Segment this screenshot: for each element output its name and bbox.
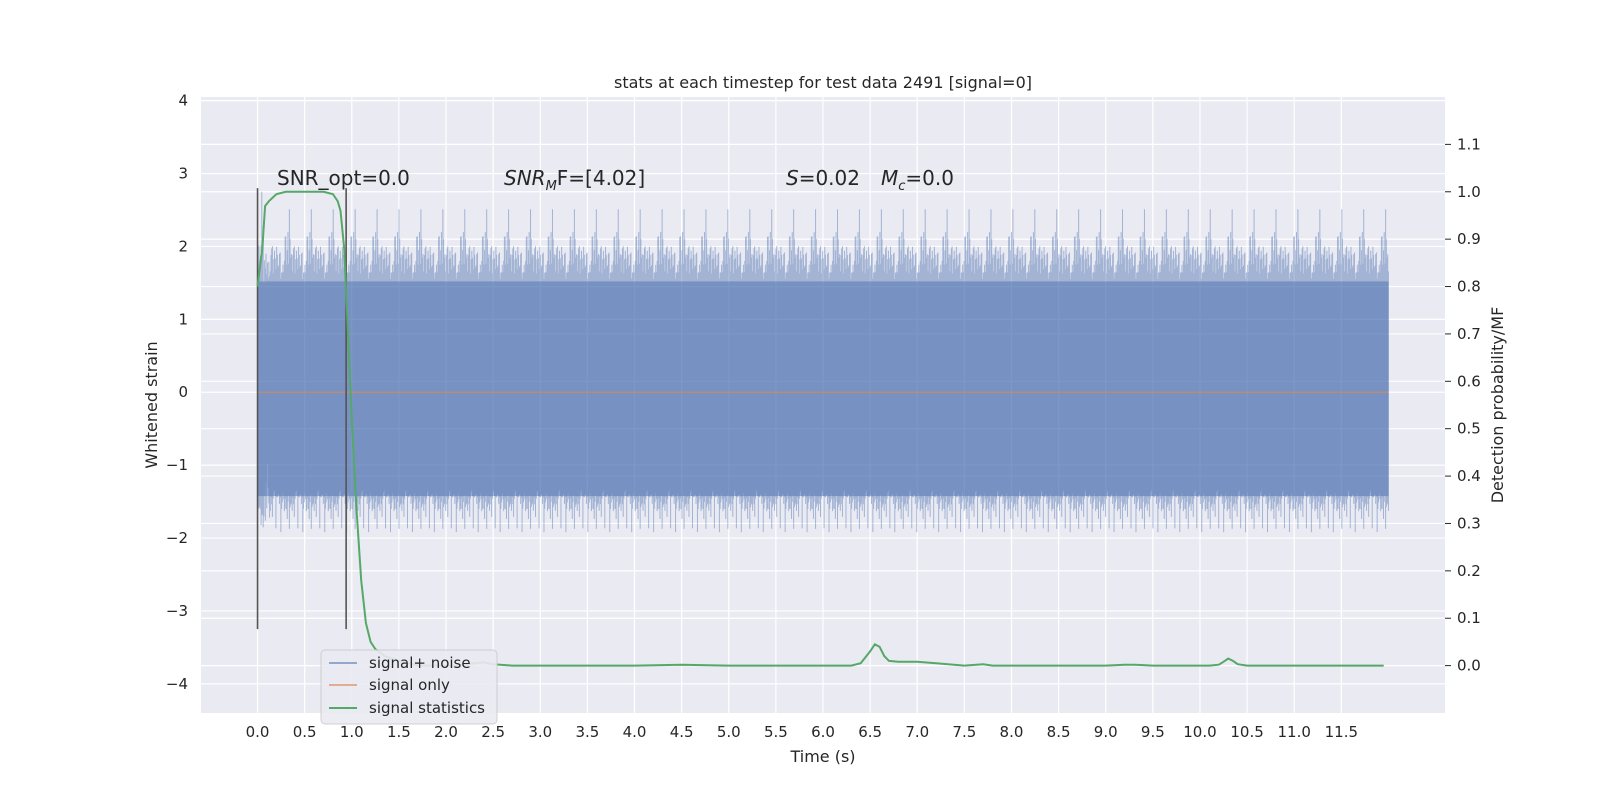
x-tick-label: 0.0	[246, 723, 270, 741]
y-tick-label: 4	[178, 92, 188, 110]
annotation-snr-mf-symbol: SNR	[504, 166, 546, 190]
annotation-mc: Mc=0.0	[881, 166, 954, 194]
y2-tick-label: 0.3	[1457, 514, 1481, 532]
x-tick-label: 9.0	[1094, 723, 1118, 741]
legend-label-noise: signal+ noise	[369, 654, 471, 672]
annotation-mc-subscript: c	[898, 179, 905, 194]
y-tick-label: −1	[166, 456, 188, 474]
y2-tick-label: 0.8	[1457, 278, 1481, 296]
y2-tick-label: 0.7	[1457, 325, 1481, 343]
y2-tick-label: 0.0	[1457, 657, 1481, 675]
y2-tick-label: 0.9	[1457, 230, 1481, 248]
y2-tick-label: 0.4	[1457, 467, 1481, 485]
annotation-s-symbol: S	[786, 166, 799, 190]
x-tick-label: 11.5	[1325, 723, 1358, 741]
legend-label-signal: signal only	[369, 676, 450, 694]
noise-band-core	[257, 281, 1389, 497]
annotation-s-value: =0.02	[799, 166, 860, 190]
legend-box	[320, 649, 498, 725]
y-tick-label: −2	[166, 529, 188, 547]
legend-label-stats: signal statistics	[369, 699, 485, 717]
y2-tick-label: 0.5	[1457, 420, 1481, 438]
x-tick-label: 7.0	[905, 723, 929, 741]
annotation-snr-mf: SNRMF=[4.02]	[504, 166, 645, 194]
annotation-mc-value: =0.0	[905, 166, 954, 190]
annotation-snr-opt: SNR_opt=0.0	[277, 166, 410, 190]
y-tick-label: −3	[166, 602, 188, 620]
x-tick-label: 10.0	[1183, 723, 1216, 741]
legend: signal+ noise signal only signal statist…	[320, 649, 498, 725]
x-tick-label: 8.0	[1000, 723, 1024, 741]
annotation-snr-mf-subscript: M	[546, 179, 557, 194]
y2-tick-label: 0.1	[1457, 609, 1481, 627]
y-axis-label: Whitened strain	[142, 341, 161, 468]
x-tick-label: 4.0	[623, 723, 647, 741]
x-tick-label: 1.5	[387, 723, 411, 741]
y2-tick-label: 1.0	[1457, 183, 1481, 201]
y2-axis-label: Detection probability/MF	[1488, 307, 1507, 504]
y-tick-label: 0	[178, 383, 188, 401]
x-tick-labels: 0.0 0.5 1.0 1.5 2.0 2.5 3.0 3.5 4.0 4.5 5.0 5.5 6.0 6…	[246, 723, 1358, 741]
y2-tick-label: 0.2	[1457, 562, 1481, 580]
x-tick-label: 8.5	[1047, 723, 1071, 741]
annotation-mc-symbol: M	[881, 166, 898, 190]
x-tick-label: 9.5	[1141, 723, 1165, 741]
y-tick-label: −4	[166, 675, 188, 693]
x-tick-label: 6.0	[811, 723, 835, 741]
x-axis-label: Time (s)	[789, 747, 855, 766]
x-tick-label: 3.5	[575, 723, 599, 741]
annotation-snr-mf-value: F=[4.02]	[557, 166, 645, 190]
x-tick-label: 0.5	[293, 723, 317, 741]
y2-tick-label: 1.1	[1457, 135, 1481, 153]
y-tick-label: 3	[178, 165, 188, 183]
annotation-s: S=0.02	[786, 166, 860, 190]
x-tick-label: 5.0	[717, 723, 741, 741]
x-tick-label: 2.5	[481, 723, 505, 741]
x-tick-label: 1.0	[340, 723, 364, 741]
x-tick-label: 7.5	[952, 723, 976, 741]
chart-title: stats at each timestep for test data 249…	[614, 73, 1032, 92]
y-tick-labels: 4 3 2 1 0 −1 −2 −3 −4	[166, 92, 188, 693]
x-tick-label: 11.0	[1278, 723, 1311, 741]
x-tick-label: 3.0	[528, 723, 552, 741]
y-tick-label: 2	[178, 237, 188, 255]
vertical-markers	[256, 188, 347, 630]
x-tick-label: 2.0	[434, 723, 458, 741]
y2-tick-label: 0.6	[1457, 372, 1481, 390]
x-tick-label: 4.5	[670, 723, 694, 741]
x-tick-label: 10.5	[1230, 723, 1263, 741]
x-tick-label: 5.5	[764, 723, 788, 741]
signal-statistics-series	[256, 190, 1384, 667]
y2-tick-labels: 1.1 1.0 0.9 0.8 0.7 0.6 0.5 0.4 0.3 0.2 0.1 0.0	[1445, 135, 1481, 675]
signal-noise-series	[257, 191, 1389, 533]
x-tick-label: 6.5	[858, 723, 882, 741]
y-tick-label: 1	[178, 310, 188, 328]
